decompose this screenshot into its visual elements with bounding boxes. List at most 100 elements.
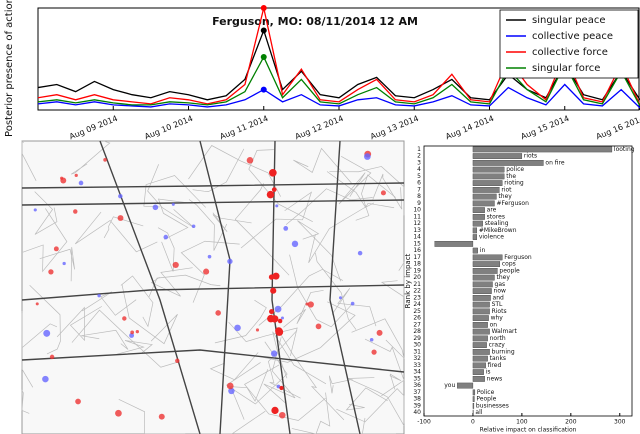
bar [457,382,474,389]
map-tweet-dot [275,328,284,336]
map-street [364,338,405,397]
plot-frame [423,145,633,417]
word-label: looting [614,146,635,153]
word-label: Ferguson [504,254,532,261]
map-street [225,341,288,405]
word-label: Police [477,389,495,396]
map-tweet-dot [171,202,175,206]
series-line [37,7,640,106]
word-label: stores [487,213,505,220]
map-tweet-dot [246,157,254,164]
map-road [21,199,405,206]
bar [472,247,478,254]
rank-label: 14 [413,234,421,241]
bar [472,220,483,227]
map-street [212,212,252,232]
bar [472,173,505,180]
bar [472,369,484,375]
bar [472,308,490,315]
map-tweet-dot [280,316,284,320]
word-label: they [496,274,510,281]
word-label: why [491,315,504,322]
map-tweet-dot [43,329,51,337]
map-street [230,369,269,420]
map-street [248,149,313,223]
bar [472,146,613,153]
bar [472,200,495,207]
map-street [121,284,178,345]
rank-label: 33 [413,362,421,369]
bar [472,207,485,213]
map-street [329,166,405,216]
rank-label: 38 [413,396,421,403]
word-label: stealing [485,220,509,227]
rank-label: 9 [417,200,421,207]
rank-label: 12 [413,220,421,227]
map-street [389,373,402,390]
bar [472,349,490,355]
map-street [150,267,193,297]
map-tweet-dot [129,333,135,338]
rank-label: 25 [413,308,421,315]
word-label: Riots [492,308,507,315]
map-street [272,331,327,385]
map-tweet-dot [275,204,279,208]
word-label: north [490,335,506,342]
bar [472,403,475,409]
map-tweet-dot [279,385,284,391]
legend-label: collective peace [532,31,613,42]
word-label: on fire [545,159,564,166]
rank-label: 1 [417,146,421,153]
bar [472,288,492,294]
rank-label: 27 [413,321,421,328]
map-tweet-dot [115,409,122,417]
map-tweet-dot [266,190,275,199]
rank-label: 30 [413,342,421,349]
rank-label: 18 [413,261,421,268]
rank-label: 29 [413,335,421,342]
map-street [118,398,186,434]
word-label: businesses [476,402,509,409]
map-street [71,140,111,175]
map-street [198,410,266,434]
series-line [37,55,640,107]
map-tweet-dot [276,384,281,389]
map-street [192,148,245,193]
map-street [338,155,372,205]
map-tweet-dot [369,337,374,342]
map-tweet-dot [272,272,280,280]
rank-label: 23 [413,294,421,301]
legend-label: singular peace [532,15,606,26]
map-street [120,275,154,328]
map-tweet-dot [226,382,234,390]
map-tweet-dot [35,302,39,306]
word-label: and [493,294,504,301]
bar [472,301,490,308]
map-tweet-dot [191,224,196,229]
rank-label: 16 [413,247,421,254]
rank-label: 10 [413,207,421,214]
word-label: tanks [490,355,506,362]
bar [434,241,474,247]
word-label: #Ferguson [496,200,529,207]
map-tweet-dot [97,293,101,298]
word-label: Walmart [492,328,518,335]
bar [472,362,486,369]
rank-label: 21 [413,281,421,288]
word-label: gas [495,281,506,288]
map-tweet-dot [203,268,210,275]
bar [472,342,487,348]
bar [472,335,488,342]
map-road [21,284,405,301]
map-tweet-dot [271,187,277,192]
map-tweet-dot [33,208,37,212]
map-tweet-dot [163,234,169,240]
bar [472,254,503,261]
word-label: burning [492,348,515,355]
bar [472,389,476,396]
word-label: you [444,382,455,389]
map-tweet-dot [78,180,84,186]
map-tweet-dot [291,240,299,248]
map-frame [21,140,405,434]
rank-label: 20 [413,274,421,281]
